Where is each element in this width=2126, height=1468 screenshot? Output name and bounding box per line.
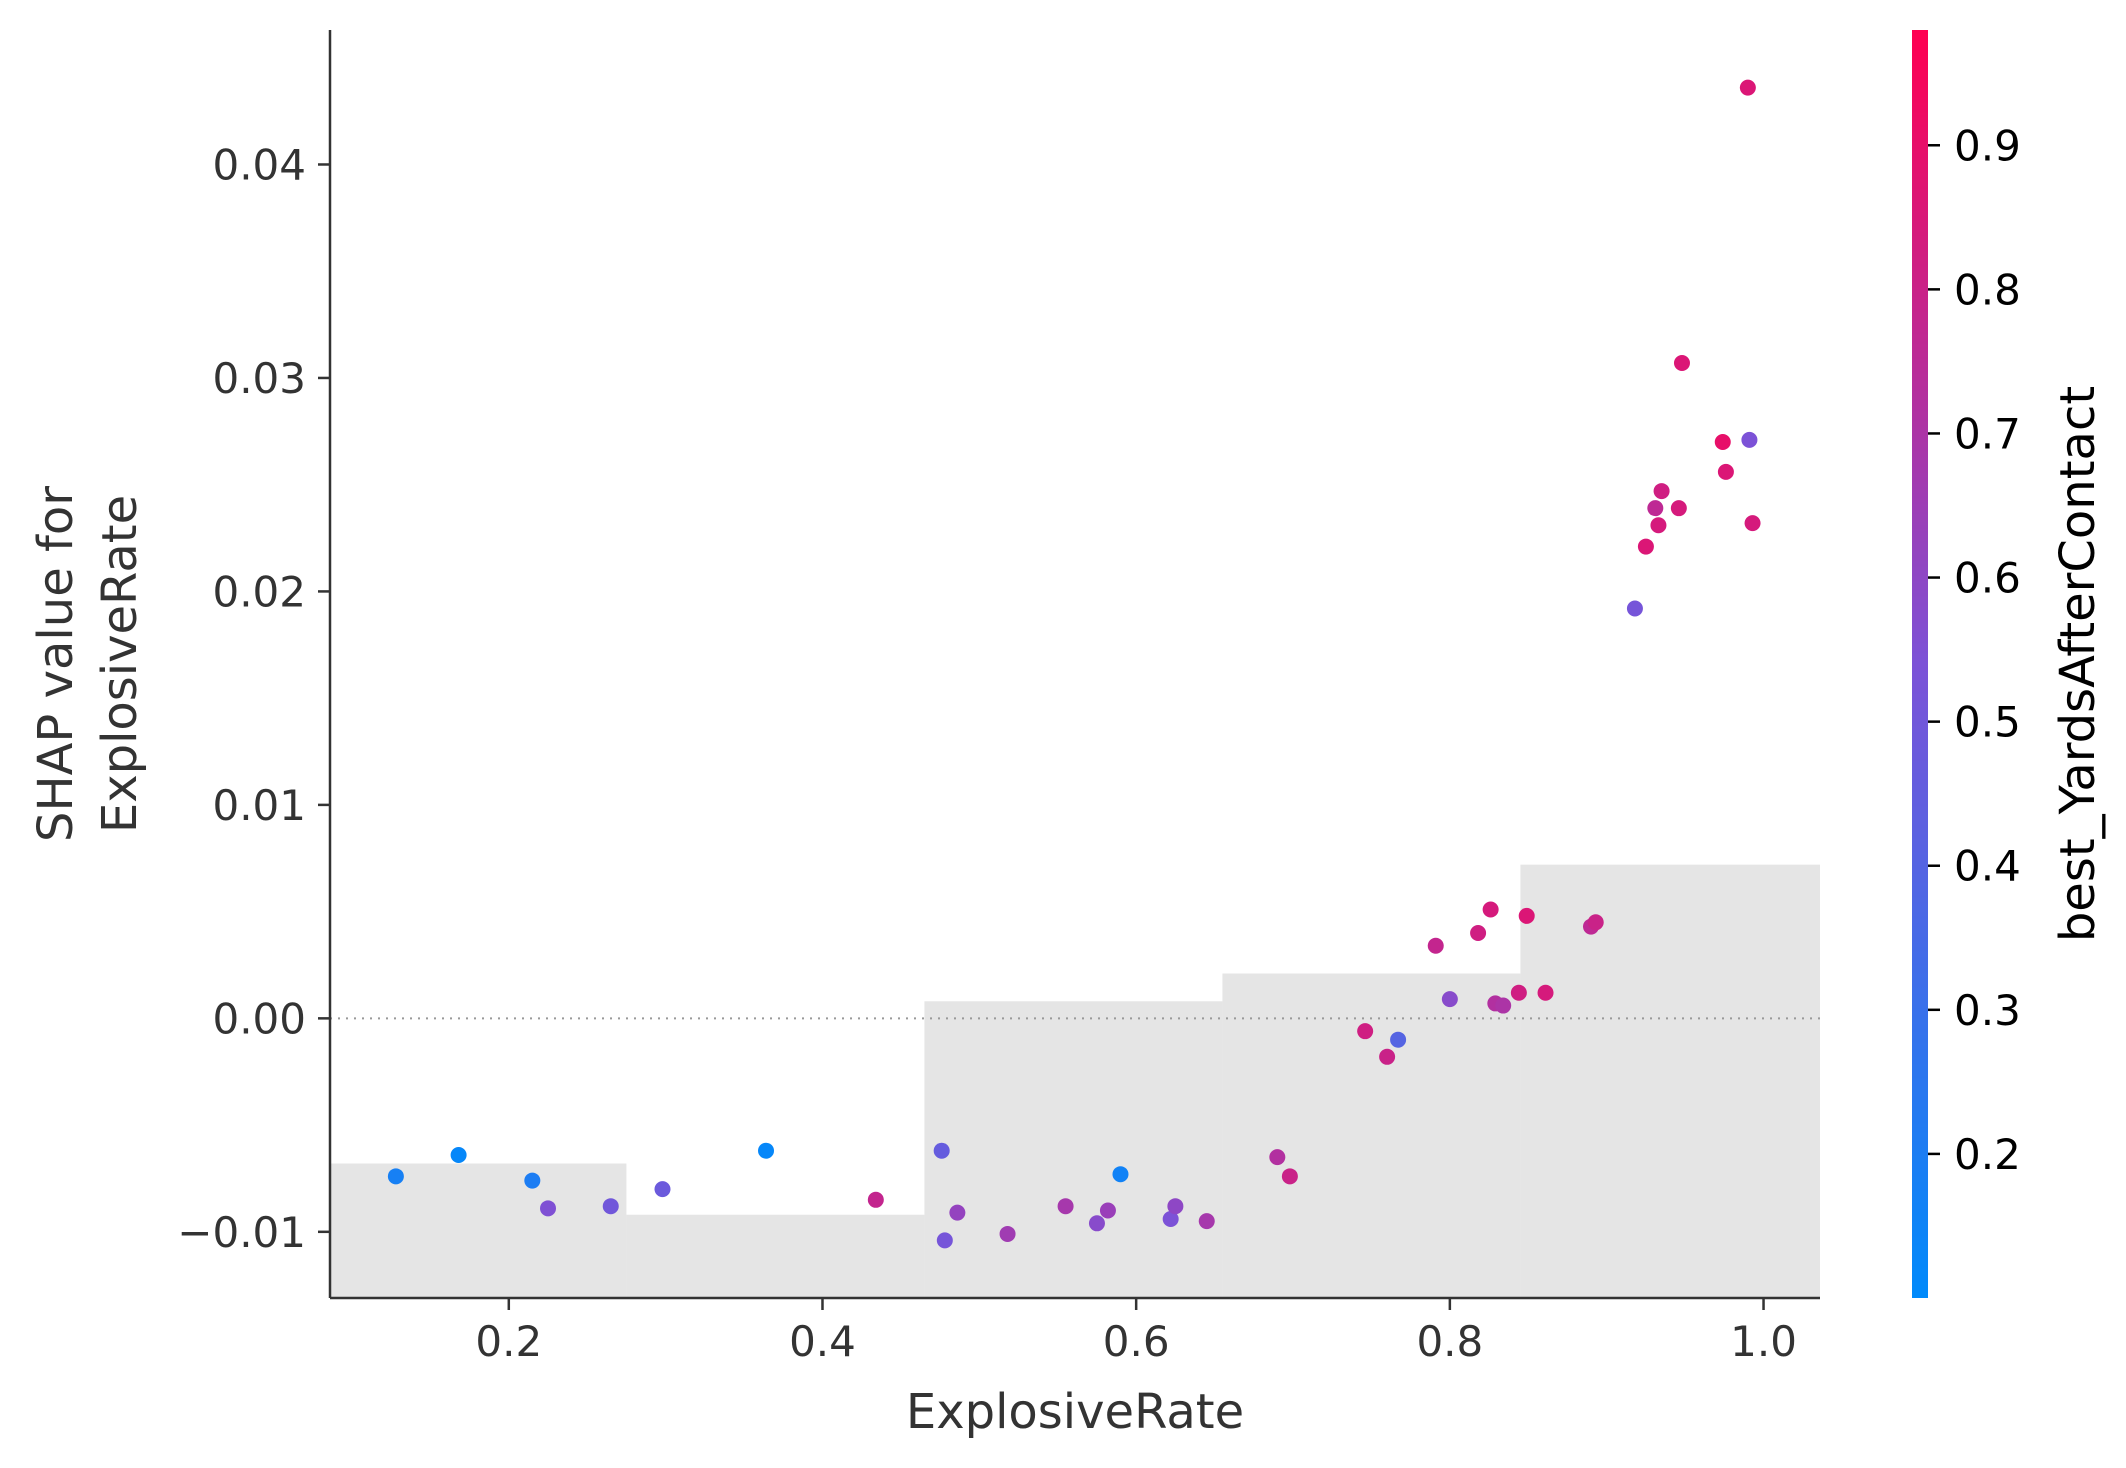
data-point-3 (540, 1200, 557, 1217)
data-point-32 (1537, 984, 1554, 1001)
histogram-bar-2 (924, 1001, 1223, 1298)
x-tick-label-3: 0.8 (1416, 1317, 1483, 1366)
y-axis-title-line-1: SHAP value for (28, 486, 84, 842)
y-tick-label-1: 0.00 (212, 994, 306, 1043)
y-axis-ticks: −0.01 0.00 0.01 0.02 0.03 0.04 (177, 140, 330, 1257)
data-point-6 (758, 1142, 775, 1159)
data-point-11 (999, 1225, 1016, 1242)
data-point-20 (1281, 1168, 1298, 1185)
y-axis-title: SHAP value for ExplosiveRate (28, 486, 148, 842)
x-tick-label-4: 1.0 (1730, 1317, 1797, 1366)
data-point-9 (936, 1232, 953, 1249)
data-point-44 (1739, 79, 1756, 96)
data-point-22 (1379, 1048, 1396, 1065)
colorbar-tick-label-4: 0.6 (1954, 554, 2021, 603)
data-point-23 (1390, 1031, 1407, 1048)
y-axis-title-line-2: ExplosiveRate (92, 495, 148, 833)
data-point-35 (1626, 600, 1643, 617)
data-point-31 (1518, 907, 1535, 924)
colorbar-tick-label-1: 0.3 (1954, 986, 2021, 1035)
colorbar-tick-label-7: 0.9 (1954, 121, 2021, 170)
histogram-bar-4 (1520, 864, 1820, 1298)
data-point-16 (1162, 1211, 1179, 1228)
data-point-15 (1112, 1166, 1129, 1183)
data-point-39 (1653, 483, 1670, 500)
data-point-46 (1744, 515, 1761, 532)
data-point-42 (1714, 433, 1731, 450)
histogram-bar-0 (330, 1163, 627, 1298)
histogram-bar-3 (1222, 973, 1521, 1298)
colorbar-tick-label-2: 0.4 (1954, 842, 2021, 891)
data-point-43 (1717, 463, 1734, 480)
colorbar-title: best_YardsAfterContact (2050, 386, 2106, 942)
colorbar-ticks: 0.2 0.3 0.4 0.5 0.6 0.7 0.8 0.9 (1928, 121, 2021, 1179)
data-point-24 (1427, 937, 1444, 954)
colorbar-tick-label-6: 0.8 (1954, 265, 2021, 314)
colorbar (1912, 30, 1928, 1298)
data-point-10 (949, 1204, 966, 1221)
data-point-0 (387, 1168, 404, 1185)
data-point-36 (1637, 538, 1654, 555)
axes (328, 30, 1820, 1300)
data-point-5 (654, 1181, 671, 1198)
data-point-14 (1099, 1202, 1116, 1219)
data-point-38 (1650, 517, 1667, 534)
data-point-17 (1167, 1198, 1184, 1215)
data-point-8 (933, 1142, 950, 1159)
colorbar-tick-label-5: 0.7 (1954, 409, 2021, 458)
data-point-2 (524, 1172, 541, 1189)
x-tick-label-0: 0.2 (475, 1317, 542, 1366)
colorbar-tick-label-0: 0.2 (1954, 1130, 2021, 1179)
data-point-41 (1673, 355, 1690, 372)
x-axis-ticks: 0.2 0.4 0.6 0.8 1.0 (475, 1298, 1797, 1366)
data-point-12 (1057, 1198, 1074, 1215)
data-point-26 (1470, 924, 1487, 941)
data-point-37 (1647, 500, 1664, 517)
y-tick-label-5: 0.04 (212, 140, 306, 189)
data-point-4 (602, 1198, 619, 1215)
data-point-25 (1441, 991, 1458, 1008)
colorbar-tick-label-3: 0.5 (1954, 698, 2021, 747)
data-point-7 (867, 1191, 884, 1208)
y-tick-label-0: −0.01 (177, 1208, 306, 1257)
data-point-45 (1741, 431, 1758, 448)
y-tick-label-3: 0.02 (212, 567, 306, 616)
data-point-34 (1587, 914, 1604, 931)
data-point-19 (1269, 1149, 1286, 1166)
data-point-13 (1088, 1215, 1105, 1232)
data-point-1 (450, 1146, 467, 1163)
data-point-40 (1670, 500, 1687, 517)
data-point-29 (1495, 997, 1512, 1014)
data-point-27 (1482, 901, 1499, 918)
y-tick-label-2: 0.01 (212, 781, 306, 830)
histogram-bar-1 (626, 1214, 925, 1298)
x-tick-label-2: 0.6 (1103, 1317, 1170, 1366)
x-tick-label-1: 0.4 (789, 1317, 856, 1366)
y-tick-label-4: 0.03 (212, 354, 306, 403)
data-point-30 (1510, 984, 1527, 1001)
data-point-18 (1198, 1213, 1215, 1230)
scatter-points (387, 79, 1761, 1249)
x-axis-title: ExplosiveRate (906, 1384, 1244, 1440)
data-point-21 (1357, 1023, 1374, 1040)
